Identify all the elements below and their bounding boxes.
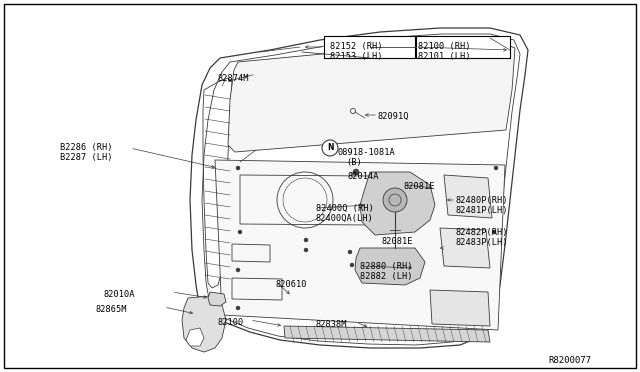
Polygon shape xyxy=(355,248,425,285)
Text: 82100 (RH): 82100 (RH) xyxy=(418,42,470,51)
Polygon shape xyxy=(228,38,515,152)
Text: R8200077: R8200077 xyxy=(548,356,591,365)
Polygon shape xyxy=(440,228,490,268)
Bar xyxy=(416,36,510,58)
Circle shape xyxy=(304,238,308,242)
Text: 82152 (RH): 82152 (RH) xyxy=(330,42,383,51)
Text: 82865M: 82865M xyxy=(96,305,127,314)
Text: 82081E: 82081E xyxy=(404,182,435,191)
Circle shape xyxy=(494,166,498,170)
Text: 82882 (LH): 82882 (LH) xyxy=(360,272,413,281)
Text: N: N xyxy=(327,144,333,153)
Text: 82400Q (RH): 82400Q (RH) xyxy=(316,204,374,213)
Circle shape xyxy=(322,140,338,156)
Text: 82880 (RH): 82880 (RH) xyxy=(360,262,413,271)
Text: B2286 (RH): B2286 (RH) xyxy=(60,143,113,152)
Text: 82010A: 82010A xyxy=(104,290,136,299)
Text: 82091Q: 82091Q xyxy=(378,112,410,121)
Text: 820610: 820610 xyxy=(276,280,307,289)
Polygon shape xyxy=(208,292,226,306)
Polygon shape xyxy=(182,296,226,352)
Circle shape xyxy=(236,268,240,272)
Text: 82480P(RH): 82480P(RH) xyxy=(456,196,509,205)
Text: 82483P(LH): 82483P(LH) xyxy=(456,238,509,247)
Text: B2287 (LH): B2287 (LH) xyxy=(60,153,113,162)
Text: 82481P(LH): 82481P(LH) xyxy=(456,206,509,215)
Circle shape xyxy=(236,166,240,170)
Circle shape xyxy=(350,263,354,267)
Text: (B): (B) xyxy=(346,158,362,167)
Circle shape xyxy=(236,306,240,310)
Polygon shape xyxy=(444,175,492,218)
Text: 08918-1081A: 08918-1081A xyxy=(338,148,396,157)
Polygon shape xyxy=(284,326,490,342)
Circle shape xyxy=(348,250,352,254)
Polygon shape xyxy=(215,160,505,330)
Polygon shape xyxy=(430,290,490,326)
Text: 82014A: 82014A xyxy=(348,172,380,181)
Circle shape xyxy=(351,109,355,113)
Polygon shape xyxy=(186,328,204,346)
Circle shape xyxy=(353,169,359,175)
Circle shape xyxy=(238,230,242,234)
Circle shape xyxy=(492,230,496,234)
Bar xyxy=(324,36,415,58)
Polygon shape xyxy=(360,172,435,235)
Text: 82081E: 82081E xyxy=(382,237,413,246)
Text: 82101 (LH): 82101 (LH) xyxy=(418,52,470,61)
Text: 82153 (LH): 82153 (LH) xyxy=(330,52,383,61)
Circle shape xyxy=(383,188,407,212)
Text: 82874M: 82874M xyxy=(218,74,250,83)
Text: 82838M: 82838M xyxy=(316,320,348,329)
Text: 82482P(RH): 82482P(RH) xyxy=(456,228,509,237)
Circle shape xyxy=(304,248,308,252)
Text: 82400QA(LH): 82400QA(LH) xyxy=(316,214,374,223)
Text: 82100: 82100 xyxy=(218,318,244,327)
